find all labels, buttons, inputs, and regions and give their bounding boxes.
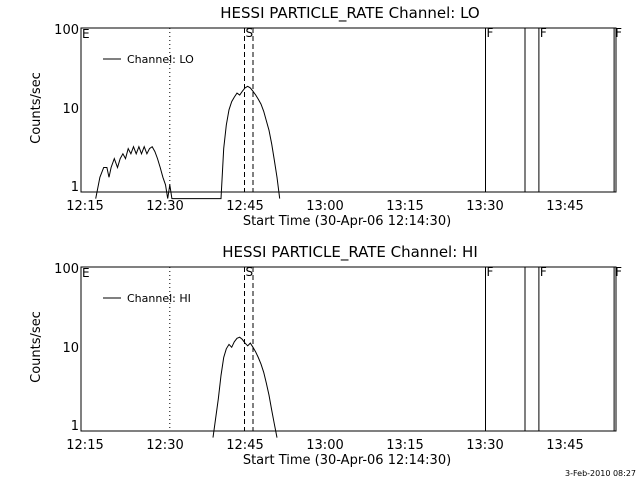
plot-frame bbox=[80, 27, 617, 193]
event-label: S bbox=[246, 26, 254, 40]
y-tick-label: 100 bbox=[54, 23, 79, 38]
x-tick-label: 13:45 bbox=[546, 199, 583, 214]
x-tick-label: 12:15 bbox=[66, 199, 103, 214]
y-ticks: 100 10 1 bbox=[54, 262, 79, 434]
x-tick-label: 12:30 bbox=[146, 199, 183, 214]
event-label: S bbox=[246, 265, 254, 279]
event-label: F bbox=[615, 265, 622, 279]
x-tick-label: 13:30 bbox=[466, 438, 503, 453]
series-line bbox=[212, 336, 278, 438]
y-axis-label: Counts/sec bbox=[29, 311, 44, 383]
x-tick-label: 13:00 bbox=[306, 438, 343, 453]
x-tick-label: 12:45 bbox=[226, 438, 263, 453]
x-ticks: 12:15 12:30 12:45 13:00 13:15 13:30 13:4… bbox=[66, 438, 583, 453]
y-axis-label: Counts/sec bbox=[29, 72, 44, 144]
series-group bbox=[212, 336, 278, 438]
x-tick-label: 13:15 bbox=[386, 438, 423, 453]
x-tick-label: 13:45 bbox=[546, 438, 583, 453]
event-label: F bbox=[615, 26, 622, 40]
x-tick-label: 12:15 bbox=[66, 438, 103, 453]
panel-lo: HESSI PARTICLE_RATE Channel: LO Counts/s… bbox=[29, 4, 622, 229]
plot-frame bbox=[80, 266, 617, 432]
legend-label: Channel: LO bbox=[127, 53, 194, 66]
panel-title: HESSI PARTICLE_RATE Channel: HI bbox=[222, 243, 478, 262]
event-label: F bbox=[487, 26, 494, 40]
legend: Channel: LO bbox=[103, 53, 194, 66]
y-tick-label: 1 bbox=[71, 419, 79, 434]
x-tick-label: 12:45 bbox=[226, 199, 263, 214]
x-tick-label: 12:30 bbox=[146, 438, 183, 453]
corner-event-label: E bbox=[82, 27, 90, 41]
panel-title: HESSI PARTICLE_RATE Channel: LO bbox=[220, 4, 479, 23]
event-label: F bbox=[540, 26, 547, 40]
y-tick-label: 1 bbox=[71, 180, 79, 195]
event-label: F bbox=[487, 265, 494, 279]
y-tick-label: 100 bbox=[54, 262, 79, 277]
legend: Channel: HI bbox=[103, 292, 191, 305]
x-axis-label: Start Time (30-Apr-06 12:14:30) bbox=[243, 214, 451, 229]
x-axis-label: Start Time (30-Apr-06 12:14:30) bbox=[243, 453, 451, 468]
y-tick-label: 10 bbox=[62, 341, 79, 356]
x-tick-label: 13:30 bbox=[466, 199, 503, 214]
x-ticks: 12:15 12:30 12:45 13:00 13:15 13:30 13:4… bbox=[66, 199, 583, 214]
series-line bbox=[95, 85, 281, 200]
footer-timestamp: 3-Feb-2010 08:27 bbox=[565, 469, 636, 478]
y-ticks: 100 10 1 bbox=[54, 23, 79, 195]
corner-event-label: E bbox=[82, 266, 90, 280]
legend-label: Channel: HI bbox=[127, 292, 191, 305]
y-tick-label: 10 bbox=[62, 102, 79, 117]
event-label: F bbox=[540, 265, 547, 279]
x-tick-label: 13:15 bbox=[386, 199, 423, 214]
x-tick-label: 13:00 bbox=[306, 199, 343, 214]
panel-hi: HESSI PARTICLE_RATE Channel: HI Counts/s… bbox=[29, 243, 622, 468]
series-group bbox=[95, 85, 281, 200]
